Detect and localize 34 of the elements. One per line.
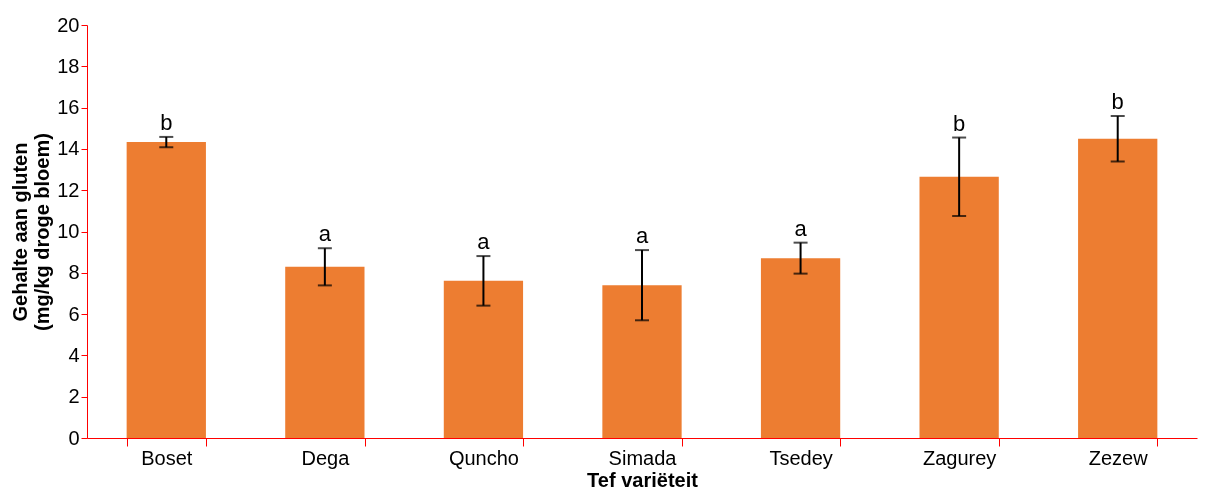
y-tick-label: 4: [68, 343, 80, 366]
annotation: a: [635, 223, 649, 249]
annotation: b: [1111, 89, 1124, 115]
y-tick-label: 0: [68, 426, 80, 449]
y-tick-label: 12: [57, 178, 80, 201]
x-tick-label: Tsedey: [769, 446, 833, 469]
annotation: a: [794, 215, 808, 241]
y-tick-label: 8: [68, 261, 80, 284]
x-tick-label: Boset: [141, 446, 193, 469]
x-tick-label: Zagurey: [922, 446, 997, 469]
y-tick-label: 14: [57, 137, 80, 160]
annotation: b: [160, 109, 173, 135]
y-axis-title: Gehalte aan gluten (mg/kg droge bloem): [9, 133, 54, 331]
bar: [126, 142, 206, 438]
y-tick-label: 16: [57, 96, 80, 119]
annotation: a: [318, 221, 332, 247]
x-tick-label: Zezew: [1088, 446, 1149, 469]
bar: [602, 285, 682, 438]
annotation: b: [953, 110, 966, 136]
bar: [285, 266, 365, 438]
annotation: a: [477, 229, 491, 255]
bar: [760, 258, 841, 438]
y-tick-label: 20: [57, 13, 80, 36]
bar: [1078, 138, 1158, 438]
bar: [443, 280, 524, 438]
bar: [919, 176, 999, 438]
x-tick-label: Dega: [301, 446, 351, 469]
y-tick-label: 2: [68, 385, 80, 408]
y-tick-label: 18: [57, 54, 80, 77]
y-tick-label: 6: [68, 302, 80, 325]
x-tick-label: Quncho: [448, 446, 519, 469]
x-tick-label: Simada: [608, 446, 678, 469]
y-tick-label: 10: [57, 220, 80, 242]
x-axis-title: Tef variëteit: [587, 468, 699, 491]
